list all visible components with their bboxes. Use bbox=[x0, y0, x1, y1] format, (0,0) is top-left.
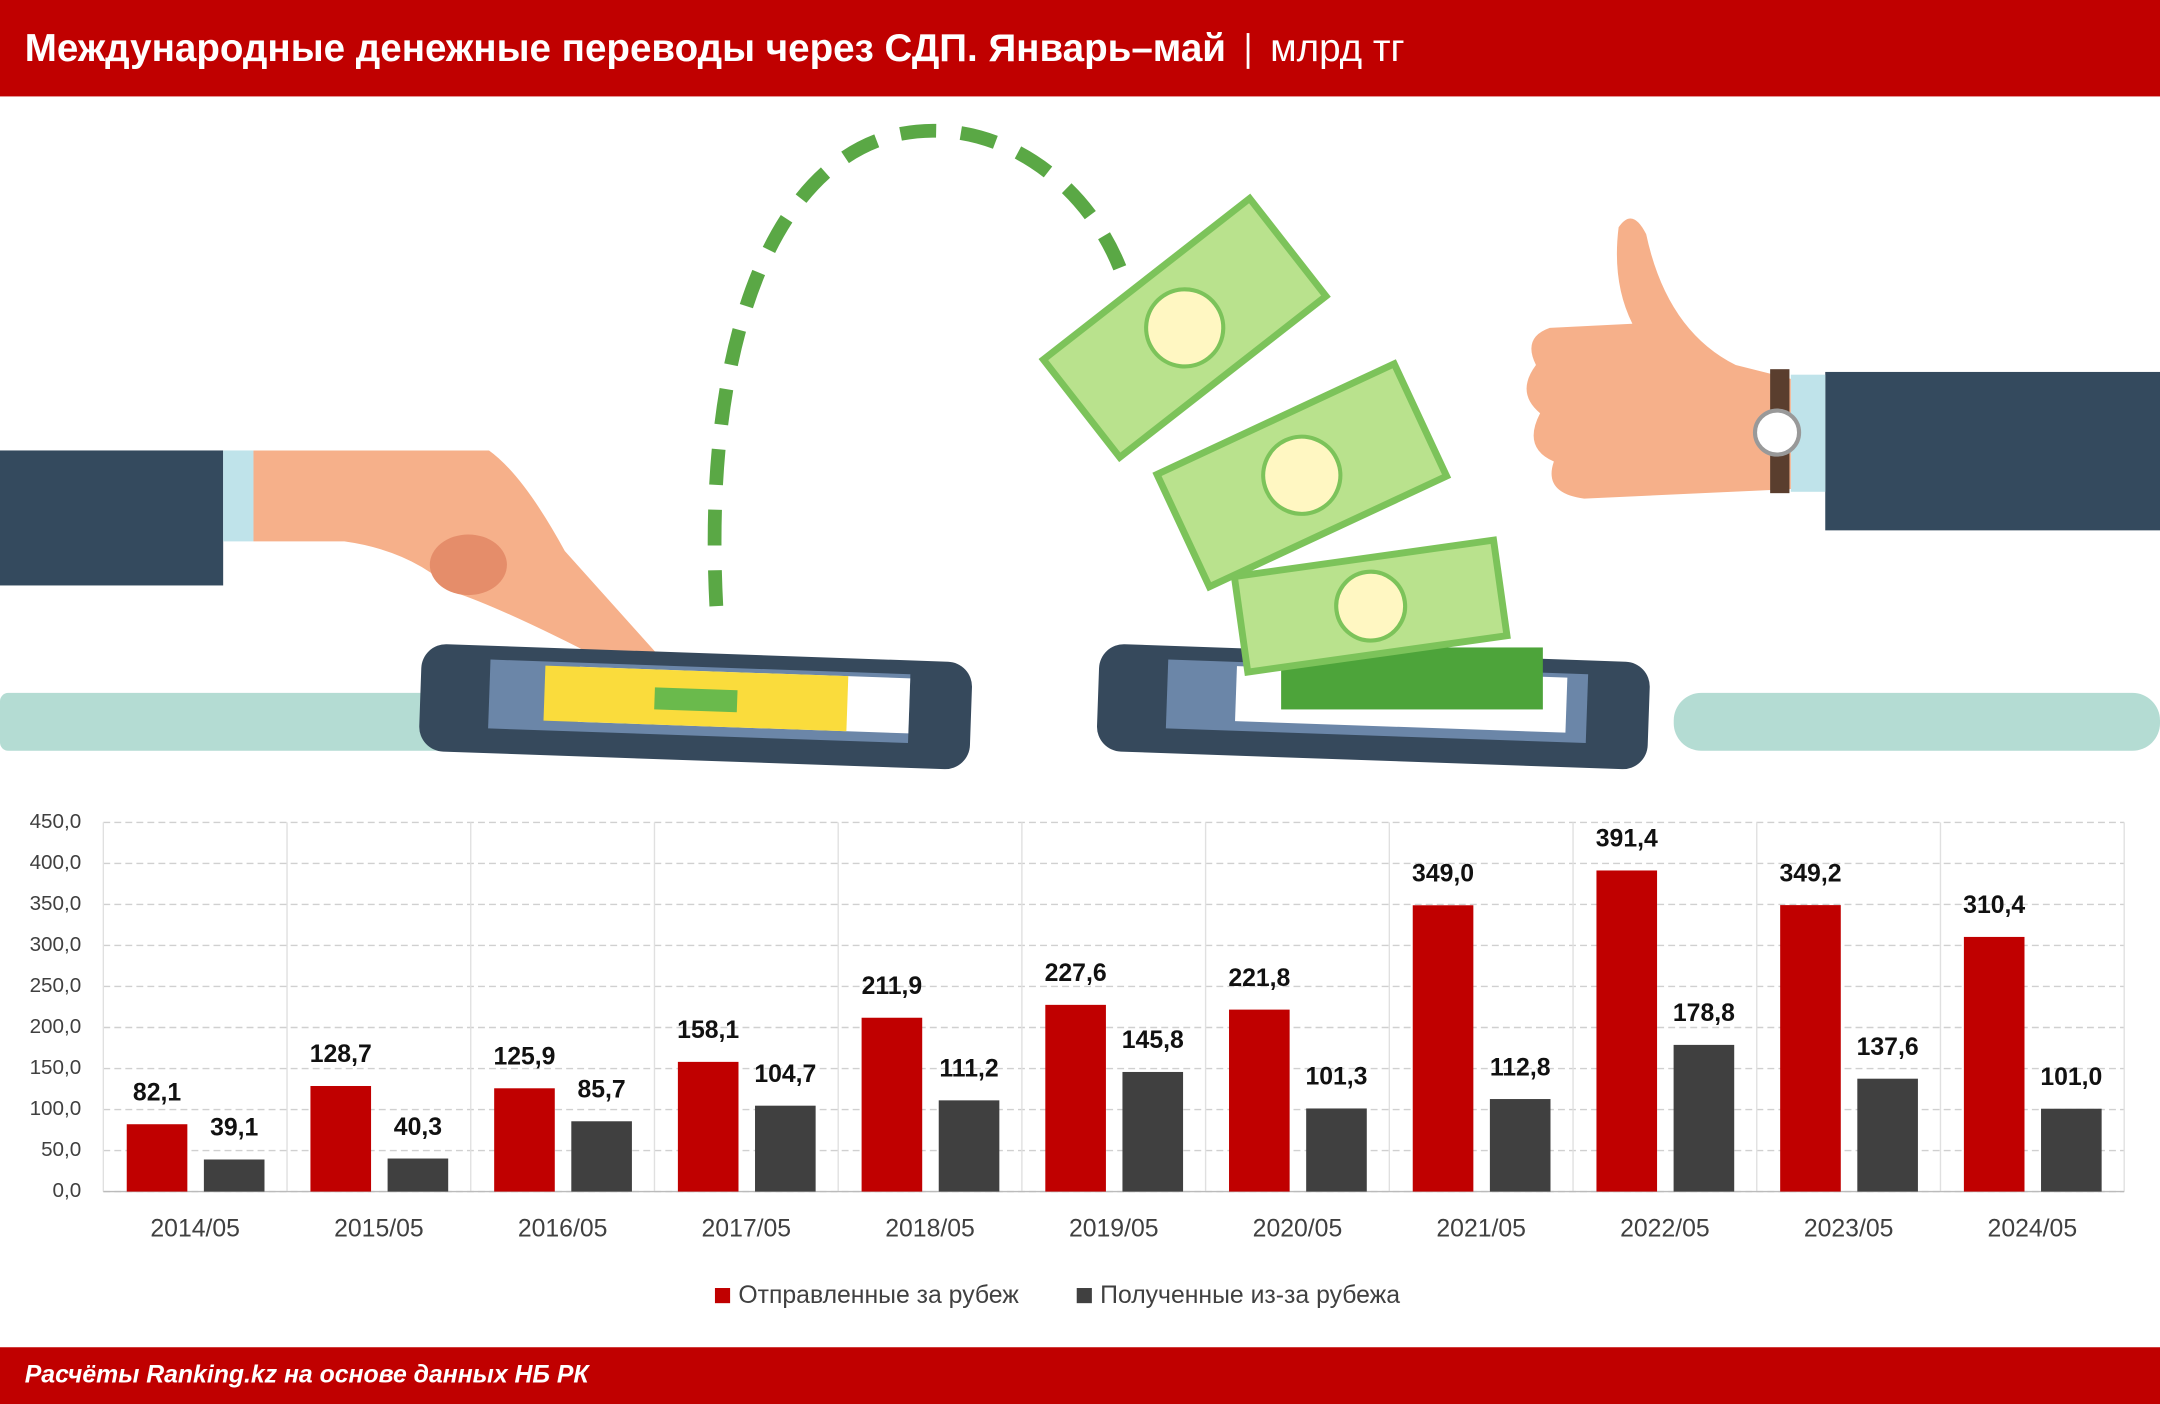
y-tick-label: 300,0 bbox=[30, 933, 82, 956]
y-tick-label: 200,0 bbox=[30, 1015, 82, 1038]
data-label: 391,4 bbox=[1596, 826, 1658, 853]
legend-swatch bbox=[1076, 1288, 1092, 1304]
y-tick-label: 350,0 bbox=[30, 892, 82, 915]
data-label: 211,9 bbox=[862, 973, 923, 1000]
x-tick-label: 2018/05 bbox=[885, 1216, 975, 1243]
y-tick-label: 450,0 bbox=[30, 810, 82, 833]
bar bbox=[1673, 1044, 1735, 1192]
x-tick-label: 2022/05 bbox=[1620, 1216, 1710, 1243]
footer-band bbox=[0, 1347, 2160, 1404]
data-label: 82,1 bbox=[133, 1079, 181, 1106]
chart-title: Международные денежные переводы через СД… bbox=[25, 27, 1226, 70]
data-label: 178,8 bbox=[1673, 1000, 1735, 1027]
bar bbox=[310, 1085, 372, 1192]
y-tick-label: 150,0 bbox=[30, 1056, 82, 1079]
y-tick-label: 50,0 bbox=[41, 1138, 81, 1161]
bar bbox=[571, 1121, 632, 1192]
bar bbox=[861, 1017, 923, 1192]
bar bbox=[1857, 1078, 1918, 1192]
bar bbox=[1306, 1108, 1367, 1192]
bar bbox=[203, 1159, 265, 1192]
header-band bbox=[0, 0, 2160, 97]
bar bbox=[755, 1105, 816, 1192]
legend-label: Полученные из-за рубежа bbox=[1100, 1282, 1400, 1309]
x-tick-label: 2015/05 bbox=[334, 1216, 424, 1243]
data-label: 85,7 bbox=[577, 1077, 625, 1104]
data-label: 145,8 bbox=[1122, 1027, 1184, 1054]
legend-label: Отправленные за рубеж bbox=[738, 1282, 1019, 1309]
bar bbox=[2041, 1108, 2102, 1192]
bar bbox=[1122, 1071, 1184, 1192]
data-label: 227,6 bbox=[1045, 960, 1107, 987]
data-label: 221,8 bbox=[1228, 965, 1290, 992]
data-label: 112,8 bbox=[1490, 1054, 1551, 1081]
bar bbox=[494, 1088, 555, 1192]
source-note: Расчёты Ranking.kz на основе данных НБ Р… bbox=[25, 1362, 591, 1389]
data-label: 158,1 bbox=[677, 1017, 739, 1044]
legend-swatch bbox=[714, 1288, 731, 1304]
data-label: 349,0 bbox=[1412, 860, 1474, 887]
data-label: 40,3 bbox=[394, 1114, 442, 1141]
illustration bbox=[0, 123, 2160, 770]
bar bbox=[1780, 905, 1841, 1192]
bar bbox=[1229, 1009, 1290, 1192]
bar bbox=[1963, 936, 2025, 1192]
data-label: 137,6 bbox=[1857, 1034, 1919, 1061]
bar bbox=[1489, 1099, 1551, 1192]
y-tick-label: 100,0 bbox=[30, 1097, 82, 1120]
x-tick-label: 2021/05 bbox=[1436, 1216, 1526, 1243]
bar bbox=[677, 1061, 739, 1192]
data-label: 104,7 bbox=[754, 1061, 816, 1088]
x-tick-label: 2014/05 bbox=[150, 1216, 240, 1243]
chart-unit: млрд тг bbox=[1270, 27, 1405, 70]
y-tick-label: 250,0 bbox=[30, 974, 82, 997]
bar bbox=[938, 1100, 1000, 1192]
data-label: 125,9 bbox=[493, 1044, 555, 1071]
data-label: 111,2 bbox=[939, 1056, 998, 1083]
x-tick-label: 2023/05 bbox=[1804, 1216, 1894, 1243]
data-label: 39,1 bbox=[210, 1115, 258, 1142]
x-tick-label: 2019/05 bbox=[1069, 1216, 1159, 1243]
data-label: 101,0 bbox=[2040, 1064, 2102, 1091]
bar bbox=[1596, 870, 1658, 1192]
x-tick-label: 2020/05 bbox=[1253, 1216, 1343, 1243]
y-tick-label: 0,0 bbox=[53, 1179, 82, 1202]
data-label: 101,3 bbox=[1305, 1064, 1367, 1091]
bar bbox=[387, 1158, 449, 1192]
data-label: 349,2 bbox=[1779, 860, 1841, 887]
y-tick-label: 400,0 bbox=[30, 851, 82, 874]
data-label: 128,7 bbox=[310, 1041, 372, 1068]
x-tick-label: 2024/05 bbox=[1988, 1216, 2078, 1243]
data-label: 310,4 bbox=[1963, 892, 2025, 919]
bar bbox=[1412, 905, 1474, 1192]
x-tick-label: 2017/05 bbox=[702, 1216, 792, 1243]
x-tick-label: 2016/05 bbox=[518, 1216, 608, 1243]
bar bbox=[126, 1124, 188, 1192]
bar bbox=[1045, 1004, 1106, 1192]
